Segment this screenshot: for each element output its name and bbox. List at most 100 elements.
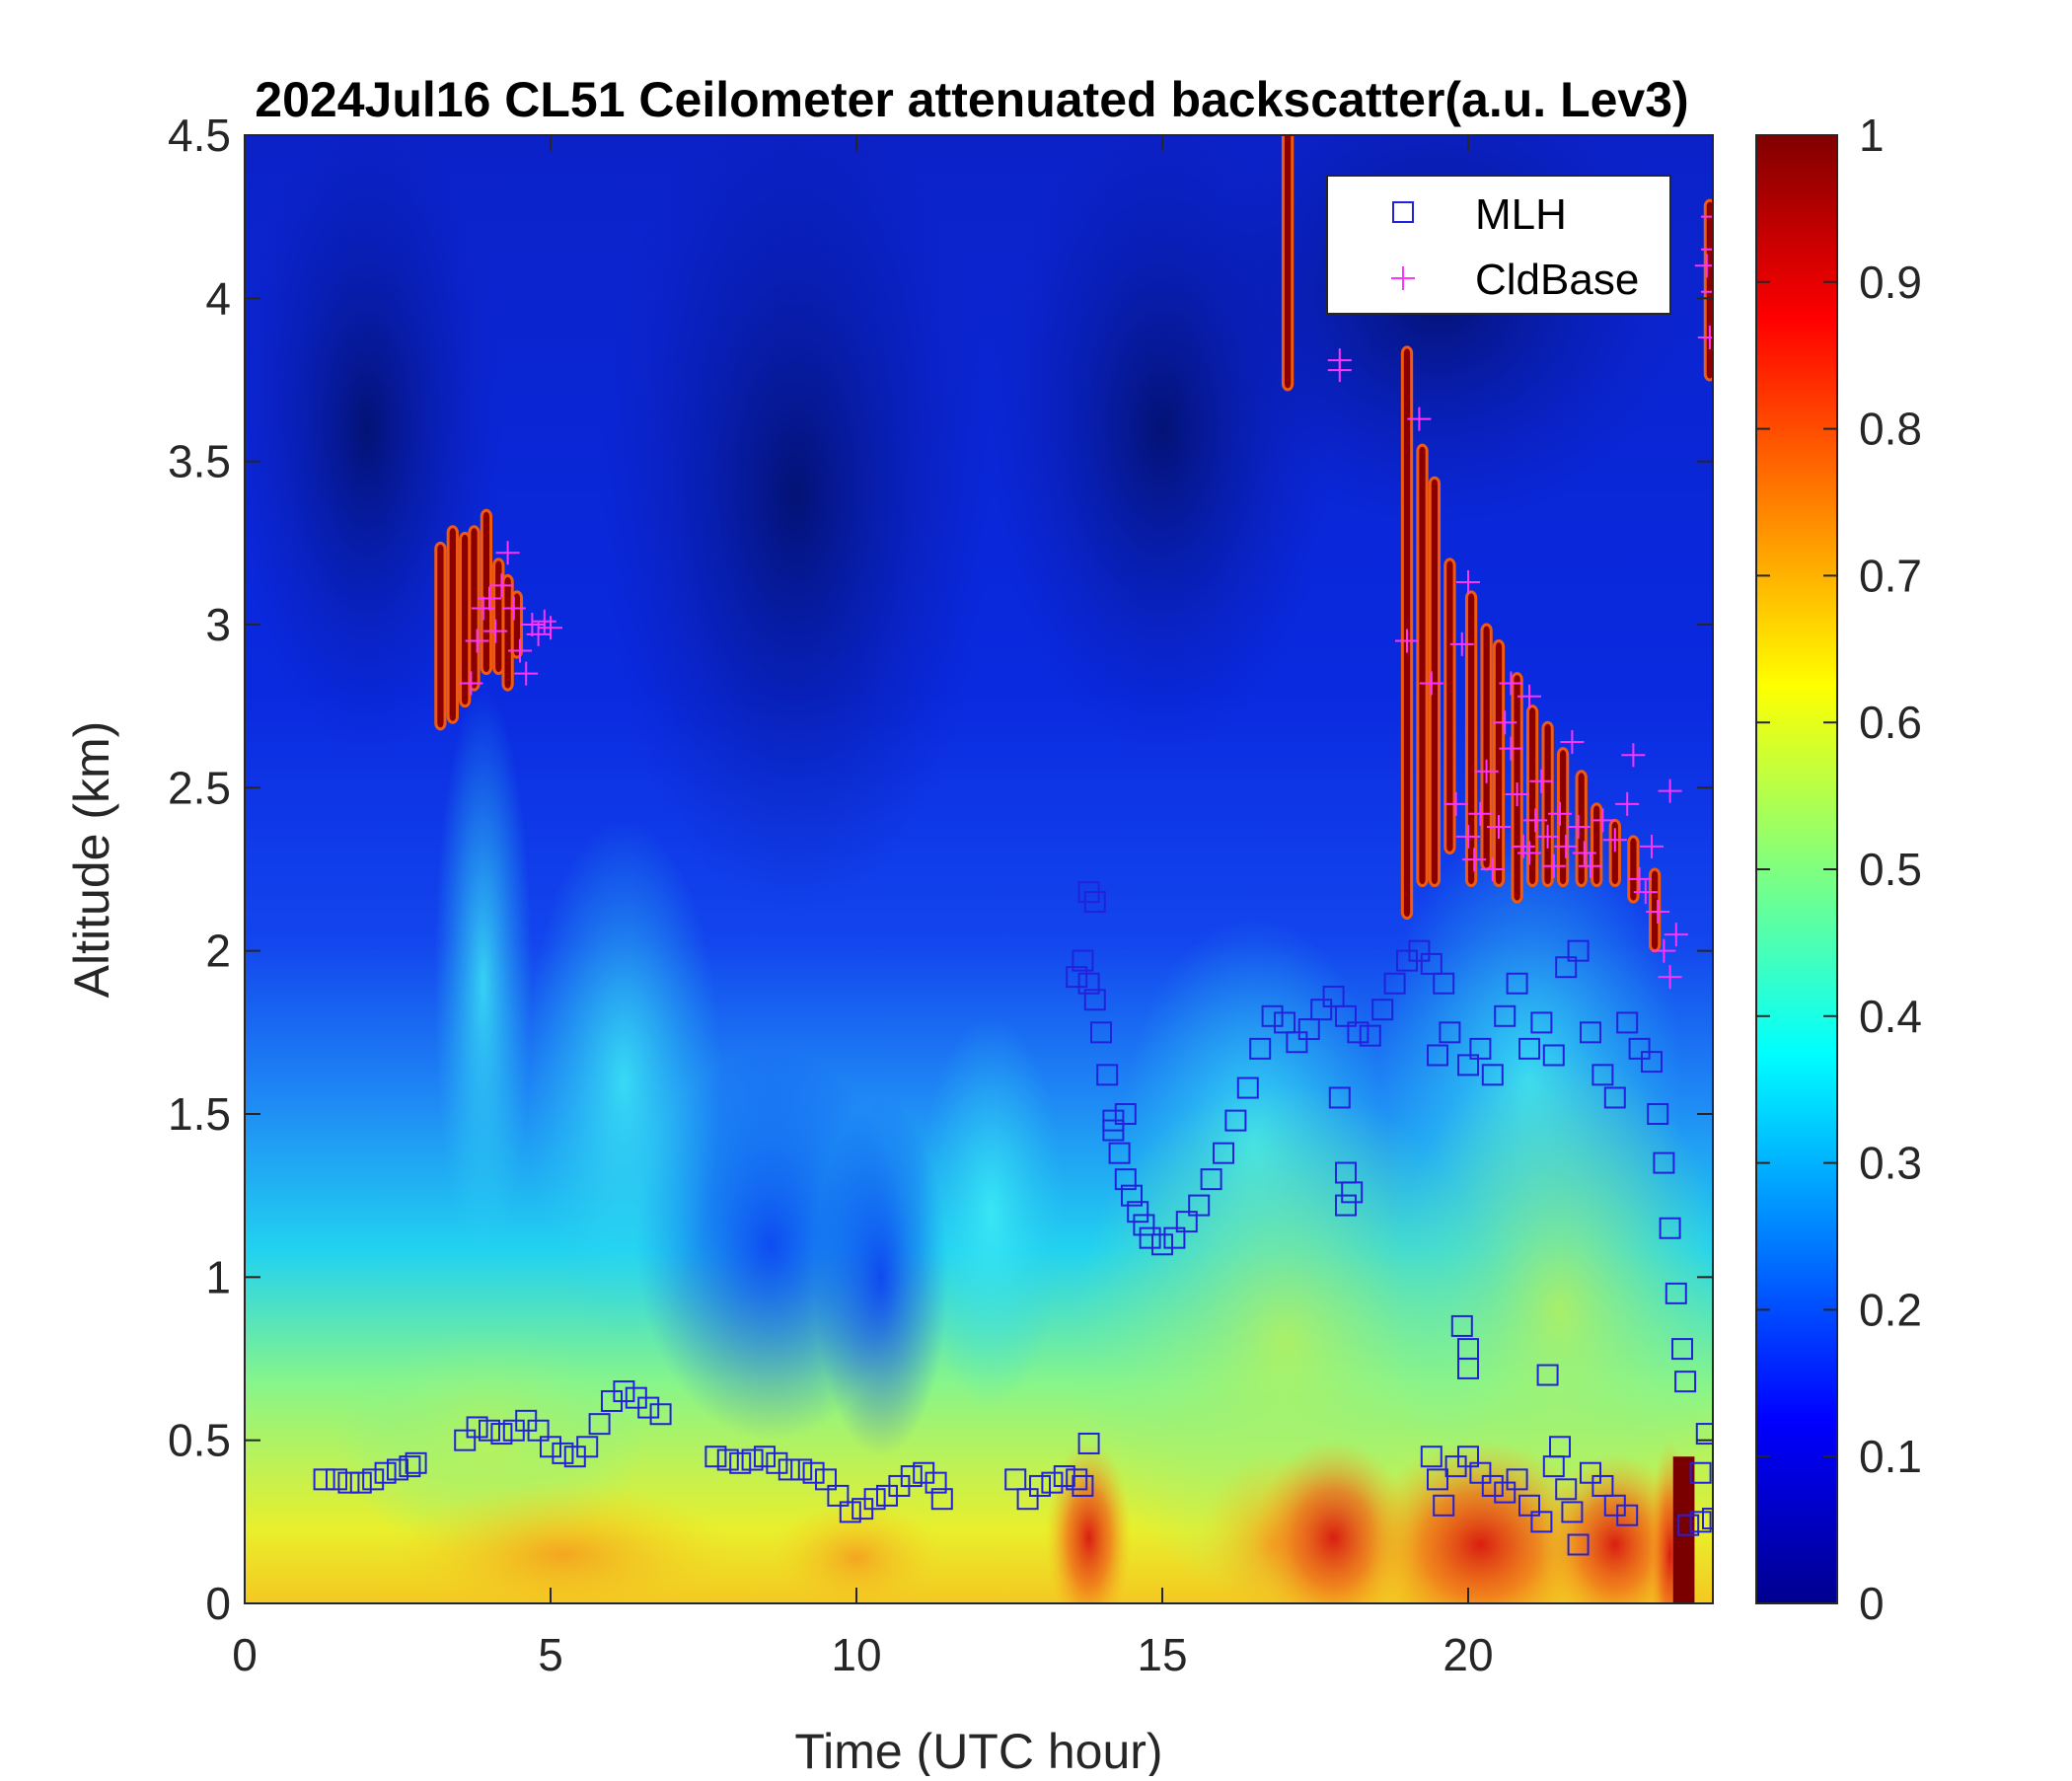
cldbase-point [1591,808,1615,833]
mlh-point [1121,1184,1143,1207]
mlh-point [479,1419,500,1442]
mlh-point [1555,1478,1578,1501]
mlh-point [1322,985,1345,1007]
cldbase-point [1449,631,1474,656]
legend: MLH CldBase [1326,175,1671,315]
cldbase-point [1523,808,1548,833]
cloud-streak [1492,639,1506,888]
cldbase-point [1462,848,1487,872]
cldbase-point [1474,759,1499,783]
mlh-point [1249,1037,1272,1060]
cldbase-point [1505,781,1529,806]
cldbase-point [1468,801,1493,826]
mlh-point [527,1419,550,1442]
cldbase-point [1407,407,1432,431]
cloud-streak [1443,557,1456,854]
cldbase-point [1419,671,1443,696]
mlh-point [1439,1021,1461,1044]
mlh-point [777,1458,800,1481]
mlh-point [1224,1109,1247,1132]
mlh-point [1695,1423,1713,1446]
mlh-point [362,1468,385,1491]
mlh-point [802,1461,825,1484]
mlh-point [741,1448,764,1471]
mlh-point [1427,1468,1448,1491]
cldbase-point [478,586,501,611]
cldbase-point [1658,965,1682,990]
y-tick-label: 0.5 [168,1415,231,1466]
mlh-point [1151,1233,1173,1256]
heatmap-warm-region [771,1499,942,1603]
mlh-point [1530,1511,1553,1533]
mlh-point [1665,1282,1687,1304]
cloud-streak [1480,623,1493,871]
mlh-point [540,1436,561,1458]
mlh-point [1133,1214,1155,1236]
cldbase-point [1535,824,1560,849]
mlh-point [1236,1076,1259,1099]
mlh-point [1469,1461,1492,1484]
heatmap-green-region [1388,1048,1713,1571]
mlh-point [1108,1142,1131,1164]
mlh-point [1677,1514,1700,1536]
cloud-streak [1703,198,1713,382]
mlh-point [1674,1371,1697,1393]
mlh-point [1457,1357,1479,1379]
y-tick-label: 3 [205,599,231,650]
axes-layer: 0 5 10 15 20 0 0.5 1 1.5 2 2.5 3 3.5 4 4.5 [168,110,1713,1680]
x-tick-label: 5 [538,1629,563,1680]
mlh-point [490,1423,513,1446]
mlh-point [1090,1021,1112,1044]
mlh-point [1077,972,1100,995]
mlh-point [1591,1474,1614,1497]
mlh-point [1518,1494,1540,1517]
cldbase-point [1560,730,1585,755]
mlh-point [1114,1168,1137,1191]
x-tick-label: 20 [1443,1629,1493,1680]
cldbase-point [1443,791,1468,816]
cldbase-point [1664,923,1688,947]
x-tick-label: 10 [831,1629,881,1680]
cldbase-point [1456,570,1480,595]
legend-cldbase-label: CldBase [1475,256,1639,304]
cldbase-point [1615,791,1640,816]
y-tick-label: 2.5 [168,762,231,813]
mlh-point [399,1455,421,1478]
cloud-streak [1525,705,1539,888]
mlh-point [1175,1211,1198,1233]
mlh-point [313,1468,335,1491]
mlh-point [1029,1474,1051,1497]
mlh-point [1096,1064,1119,1086]
mlh-point [1383,972,1406,995]
mlh-point [815,1468,837,1491]
cldbase-point [1499,736,1523,761]
mlh-point [790,1458,813,1481]
mlh-point [729,1451,752,1474]
cldbase-point [508,638,532,663]
mlh-point [1261,1004,1284,1027]
cloud-streak [1541,720,1554,888]
mlh-point [754,1446,776,1468]
mlh-point [454,1429,477,1451]
x-tick-label: 15 [1137,1629,1187,1680]
cldbase-point [1627,866,1652,891]
mlh-point [839,1501,861,1523]
mlh-point [1457,1446,1479,1468]
mlh-point [827,1484,850,1507]
cldbase-point [459,671,483,696]
mlh-point [1549,1436,1571,1458]
mlh-point [1408,939,1431,962]
mlh-point [863,1488,886,1511]
mlh-point [1016,1488,1039,1511]
cldbase-point [1456,824,1480,849]
cloud-streak [480,508,493,676]
colorbar-tick-label: 0.5 [1859,844,1922,895]
mlh-point [1328,1086,1351,1109]
cldbase-point [1602,828,1627,853]
cldbase-point [1652,938,1676,963]
cldbase-point [1548,801,1572,826]
cldbase-point [514,661,539,686]
mlh-point [1200,1168,1222,1191]
mlh-point [1420,952,1443,975]
